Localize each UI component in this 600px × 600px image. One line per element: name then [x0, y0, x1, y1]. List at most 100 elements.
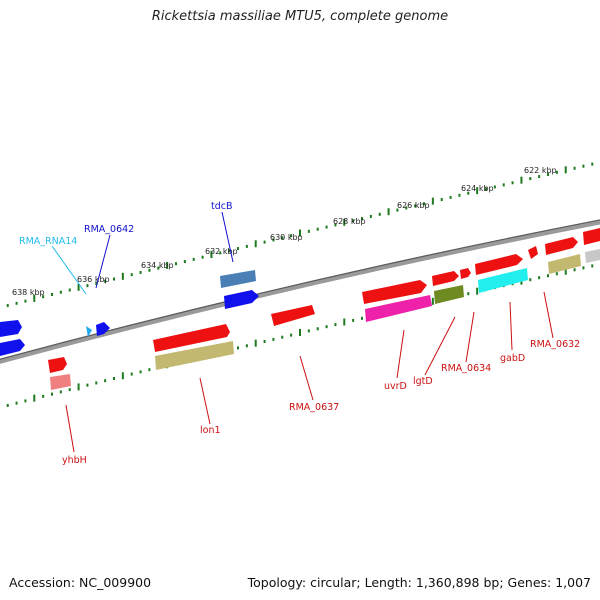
outer-minor-tick: [440, 198, 443, 202]
inner-major-tick: [564, 267, 567, 275]
kbp-label-632: 632 kbp: [205, 247, 238, 256]
outer-minor-tick: [148, 268, 151, 272]
leader-rma0632: [543, 291, 554, 339]
outer-minor-tick: [591, 162, 594, 166]
inner-minor-tick: [95, 381, 98, 385]
outer-minor-tick: [219, 251, 222, 255]
label-rma-0637: RMA_0637: [289, 402, 339, 413]
outer-minor-tick: [139, 270, 142, 274]
outer-minor-tick: [396, 208, 399, 212]
gene-gabD-cyan: [478, 268, 528, 293]
outer-minor-tick: [6, 304, 9, 308]
outer-minor-tick: [369, 214, 372, 218]
inner-minor-tick: [281, 335, 284, 339]
outer-minor-tick: [467, 191, 470, 195]
gene-yhbH-salmon: [50, 374, 71, 390]
inner-minor-tick: [529, 278, 532, 282]
inner-major-tick: [33, 394, 36, 402]
outer-major-tick: [476, 187, 479, 195]
outer-minor-tick: [325, 225, 328, 229]
inner-minor-tick: [139, 370, 142, 374]
outer-minor-tick: [175, 262, 177, 266]
inner-minor-tick: [272, 337, 275, 341]
inner-minor-tick: [290, 333, 293, 337]
inner-minor-tick: [15, 401, 18, 405]
kbp-label-622: 622 kbp: [524, 166, 557, 175]
outer-minor-tick: [307, 229, 310, 233]
outer-major-tick: [343, 218, 346, 226]
outer-minor-tick: [201, 255, 204, 259]
outer-minor-tick: [511, 181, 514, 185]
accession-text: Accession: NC_009900: [9, 575, 152, 590]
outer-major-tick: [299, 229, 301, 237]
leader-yhbH: [65, 404, 75, 453]
leader-lgtD: [424, 316, 456, 376]
leader-gabD: [509, 301, 513, 351]
inner-features: [0, 249, 600, 390]
inner-minor-tick: [86, 383, 89, 387]
inner-major-tick: [121, 372, 124, 380]
inner-minor-tick: [148, 368, 151, 372]
outer-minor-tick: [42, 295, 45, 299]
outer-minor-tick: [15, 301, 18, 305]
outer-minor-tick: [104, 279, 107, 283]
gene-uvrD-magenta: [365, 295, 432, 322]
outer-major-tick: [520, 176, 523, 184]
gene-gray-edge: [585, 249, 600, 263]
inner-minor-tick: [555, 272, 558, 276]
outer-minor-tick: [95, 281, 98, 285]
label-rma-rna14: RMA_RNA14: [19, 236, 77, 247]
outer-minor-tick: [51, 292, 53, 296]
genome-backbone-highlight: [0, 219, 600, 360]
outer-major-tick: [210, 251, 213, 259]
outer-major-tick: [564, 166, 567, 174]
gene-lgtD-olive: [434, 285, 464, 304]
outer-minor-tick: [24, 299, 27, 303]
outer-minor-tick: [130, 273, 133, 277]
genome-summary-text: Topology: circular; Length: 1,360,898 bp…: [247, 575, 591, 590]
label-gabD: gabD: [500, 353, 525, 364]
label-rma-0632: RMA_0632: [530, 339, 580, 350]
kbp-label-638: 638 kbp: [12, 288, 45, 297]
outer-minor-tick: [352, 219, 355, 223]
outer-major-tick: [33, 294, 36, 302]
outer-minor-tick: [573, 166, 576, 170]
inner-minor-tick: [582, 266, 585, 270]
outer-major-tick: [431, 197, 434, 205]
kbp-label-624: 624 kbp: [461, 184, 494, 193]
gene-tdcB-blue: [224, 290, 259, 309]
inner-minor-tick: [316, 327, 319, 331]
inner-minor-tick: [591, 264, 594, 268]
label-lgtD: lgtD: [413, 376, 433, 387]
inner-minor-tick: [68, 388, 71, 392]
outer-minor-tick: [485, 187, 487, 191]
inner-minor-tick: [467, 292, 470, 296]
outer-major-tick: [254, 240, 257, 248]
label-tdcB: tdcB: [211, 201, 233, 212]
label-lon1: lon1: [200, 425, 221, 436]
outer-minor-tick: [228, 249, 231, 253]
inner-minor-tick: [42, 394, 45, 398]
kbp-label-628: 628 kbp: [333, 217, 366, 226]
label-yhbH: yhbH: [62, 455, 87, 466]
outer-major-tick: [387, 208, 390, 216]
leader-rma0642: [95, 234, 111, 289]
inner-minor-tick: [547, 274, 549, 278]
outer-minor-tick: [192, 257, 195, 261]
leader-uvrD: [396, 329, 405, 379]
outer-minor-tick: [582, 164, 585, 168]
kbp-label-634: 634 kbp: [141, 261, 174, 270]
inner-minor-tick: [237, 346, 239, 350]
outer-minor-tick: [502, 183, 505, 187]
leader-rma0634: [465, 311, 475, 363]
gene-rma0637: [271, 305, 315, 326]
inner-minor-tick: [573, 268, 576, 272]
outer-minor-tick: [423, 202, 425, 206]
outer-minor-tick: [113, 277, 115, 281]
gene-blue-left-inner: [0, 339, 25, 356]
kbp-label-630: 630 kbp: [270, 233, 303, 242]
gene-yhbH: [48, 357, 67, 373]
outer-minor-tick: [68, 288, 71, 292]
gene-tdcB: [220, 270, 256, 288]
